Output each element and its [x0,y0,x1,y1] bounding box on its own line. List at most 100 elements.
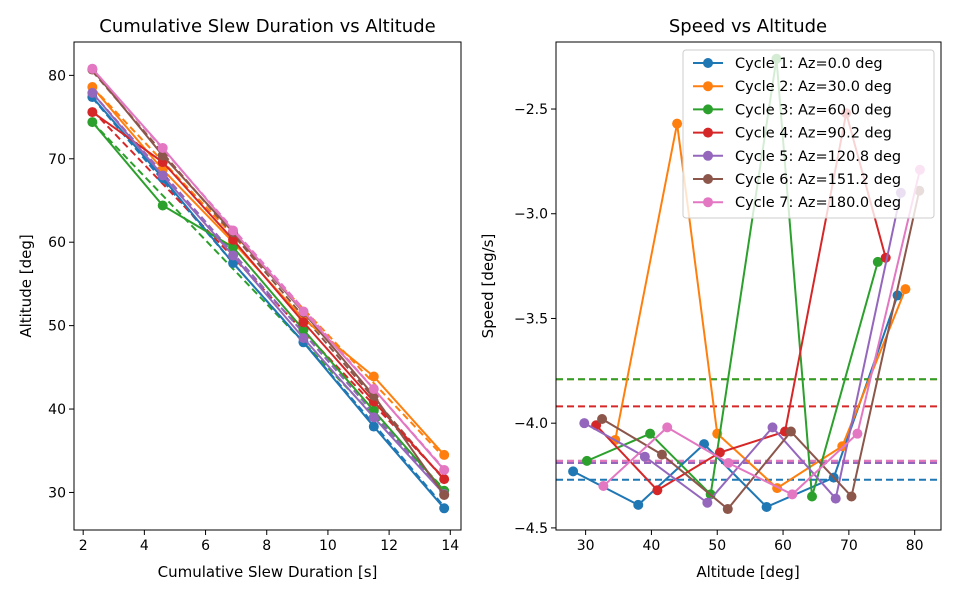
y-tick-label: −4.0 [514,416,548,432]
axes-frame [555,41,942,531]
legend-marker [703,127,713,138]
y-tick-label: −2.5 [514,102,548,118]
legend-label: Cycle 7: Az=180.0 deg [735,195,901,211]
y-tick-label: 30 [48,485,66,501]
legend-marker [703,174,713,184]
fit-line [91,70,445,481]
data-point [368,412,379,423]
series-line [91,121,445,492]
x-tick-label: 30 [577,538,595,554]
x-tick-label: 40 [643,538,661,554]
fit-line [91,92,445,494]
data-point [662,422,673,433]
y-tick-label: 60 [48,235,66,251]
y-tick-label: 70 [48,152,66,168]
data-point [581,455,592,466]
x-tick-label: 60 [774,538,792,554]
data-point [761,501,772,512]
data-point [597,413,608,424]
axis-ticks: 30 40 50 60 70 80 −2.5 −3.0 −3.5 −4.0 −4.5 [514,102,924,554]
series-line [602,169,921,496]
legend-label: Cycle 2: Az=30.0 deg [735,79,892,95]
legend-label: Cycle 3: Az=60.0 deg [735,102,892,118]
legend-label: Cycle 5: Az=120.8 deg [735,149,901,165]
data-point [807,491,818,502]
data-point [723,457,734,468]
data-point [157,142,168,153]
y-tick-label: 40 [48,402,66,418]
data-point [157,170,168,181]
data-point [714,447,725,458]
legend-marker [703,81,713,92]
series-line [586,58,879,497]
chart-cumulative-slew-vs-altitude: Cumulative Slew Duration vs Altitude 2 4 6… [17,16,462,581]
x-tick-label: 8 [262,538,271,554]
x-tick-label: 14 [441,538,459,554]
series-line [91,96,445,509]
data-point [439,503,450,514]
axis-ticks: 2 4 6 8 10 12 14 30 40 50 60 70 80 [48,68,459,554]
legend-box [682,49,935,219]
x-axis-label: Cumulative Slew Duration [s] [158,563,378,581]
y-tick-label: 80 [48,68,66,84]
data-point [228,250,239,261]
data-point [656,449,667,460]
data-point [368,371,379,382]
legend-marker [703,150,713,161]
x-tick-label: 80 [906,538,924,554]
data-point [368,421,379,432]
data-point [157,150,168,161]
data-point [767,422,778,433]
plot-area [87,63,450,514]
data-point [846,491,857,502]
data-point [837,441,848,452]
y-axis-label: Altitude [deg] [17,234,35,337]
data-point [672,118,683,129]
data-point [652,485,663,496]
x-tick-label: 50 [708,538,726,554]
data-point [298,333,309,344]
data-point [87,87,98,98]
data-point [787,489,798,500]
y-tick-label: −3.0 [514,207,548,223]
data-point [900,284,911,295]
legend-label: Cycle 1: Az=0.0 deg [735,56,883,72]
data-point [439,464,450,475]
chart-speed-vs-altitude: Speed vs Altitude 30 40 50 60 70 80 −2.5 −3.0 −3… [479,16,942,581]
chart-title: Speed vs Altitude [669,16,827,37]
legend: Cycle 1: Az=0.0 deg Cycle 2: Az=30.0 deg C… [682,49,935,219]
data-point [645,428,656,439]
x-tick-label: 6 [201,538,210,554]
x-tick-label: 4 [140,538,149,554]
data-point [87,63,98,74]
data-point [568,466,579,477]
data-point [298,324,309,335]
axes-frame [73,41,462,531]
data-point [439,474,450,485]
y-tick-label: −3.5 [514,311,548,327]
data-point [785,426,796,437]
data-point [872,256,883,267]
data-point [579,418,590,429]
data-point [639,451,650,462]
data-point [439,489,450,500]
x-tick-label: 12 [380,538,398,554]
data-point [157,200,168,211]
data-point [228,225,239,236]
data-point [228,242,239,253]
x-tick-label: 2 [79,538,88,554]
y-axis-label: Speed [deg/s] [479,234,497,339]
series-line [91,68,445,471]
x-axis-label: Altitude [deg] [696,563,799,581]
data-point [298,306,309,317]
legend-marker [703,104,713,115]
data-point [598,481,609,492]
y-tick-label: −4.5 [514,521,548,537]
data-point [830,493,841,504]
series-line [601,190,921,511]
data-point [228,258,239,269]
data-point [852,428,863,439]
x-tick-label: 10 [319,538,337,554]
x-tick-label: 70 [840,538,858,554]
